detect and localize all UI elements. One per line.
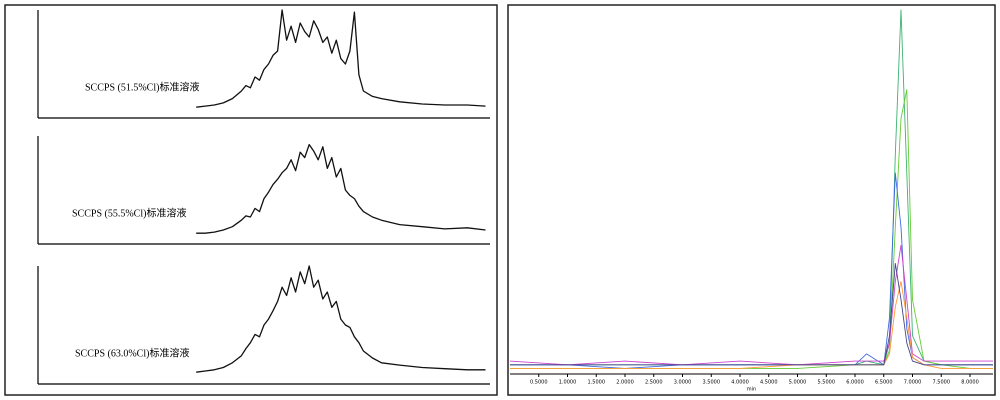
x-tick-label: 3.5000 bbox=[703, 380, 721, 386]
x-tick-label: 5.5000 bbox=[818, 380, 836, 386]
x-tick-label: 3.0000 bbox=[674, 380, 692, 386]
x-tick-label: 8.0000 bbox=[961, 380, 979, 386]
trace bbox=[509, 244, 993, 366]
annotation: SCCPS (51.5%Cl)标准溶液 bbox=[85, 80, 199, 93]
x-axis-label: min bbox=[747, 387, 756, 393]
x-tick-label: 1.0000 bbox=[559, 380, 577, 386]
trace bbox=[196, 143, 486, 234]
x-tick-label: 6.0000 bbox=[846, 380, 864, 386]
x-tick-label: 7.0000 bbox=[904, 380, 922, 386]
x-tick-label: 6.5000 bbox=[875, 380, 893, 386]
trace bbox=[510, 89, 993, 369]
x-tick-label: 2.0000 bbox=[616, 380, 634, 386]
trace bbox=[510, 262, 993, 366]
trace bbox=[510, 9, 993, 366]
trace bbox=[196, 9, 486, 108]
x-tick-label: 5.0000 bbox=[789, 380, 807, 386]
x-tick-label: 0.5000 bbox=[530, 380, 548, 386]
x-tick-label: 1.5000 bbox=[588, 380, 606, 386]
left-panel bbox=[4, 4, 498, 396]
trace bbox=[510, 281, 993, 369]
x-tick-label: 4.0000 bbox=[731, 380, 749, 386]
right-panel bbox=[507, 4, 996, 396]
trace bbox=[510, 172, 993, 369]
x-tick-label: 2.5000 bbox=[645, 380, 663, 386]
x-tick-label: 4.5000 bbox=[760, 380, 778, 386]
annotation: SCCPS (63.0%Cl)标准溶液 bbox=[75, 346, 189, 359]
annotation: SCCPS (55.5%Cl)标准溶液 bbox=[72, 206, 186, 219]
x-tick-label: 7.5000 bbox=[933, 380, 951, 386]
trace bbox=[196, 265, 486, 373]
